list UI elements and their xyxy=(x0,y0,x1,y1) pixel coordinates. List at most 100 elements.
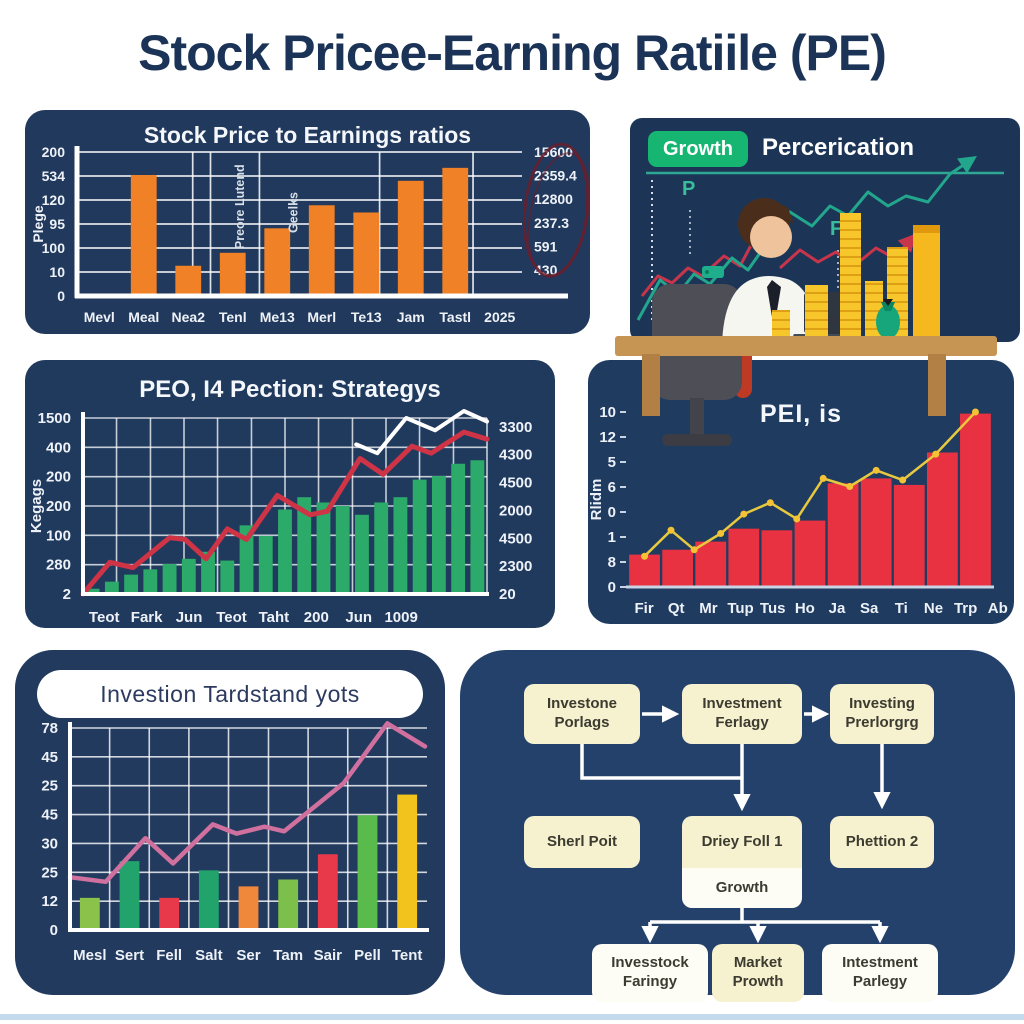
elbow-r1c1-down xyxy=(580,744,742,780)
svg-text:95: 95 xyxy=(49,216,65,232)
panel-investion: 78 45 25 45 30 25 12 0 Mesl Sert Fell Salt Ser Tam Sai… xyxy=(15,650,445,995)
svg-text:Preore Lutend: Preore Lutend xyxy=(233,164,247,249)
teal-trend-line xyxy=(636,156,977,321)
svg-text:2000: 2000 xyxy=(499,502,532,519)
price-tag-hole xyxy=(705,270,709,274)
svg-text:100: 100 xyxy=(42,240,66,256)
svg-text:78: 78 xyxy=(41,720,58,737)
chart-title-stock-price: Stock Price to Earnings ratios xyxy=(143,122,472,148)
svg-text:4300: 4300 xyxy=(499,447,532,464)
panel-growth-monitor: Growth Percerication P F xyxy=(630,118,1020,342)
svg-text:0: 0 xyxy=(57,288,65,304)
svg-text:12: 12 xyxy=(41,893,58,910)
svg-text:6: 6 xyxy=(608,479,616,496)
svg-text:Ne: Ne xyxy=(924,600,943,617)
svg-text:200: 200 xyxy=(46,498,71,515)
flowchart-node-phettion-2: Phettion 2 xyxy=(830,816,934,868)
pei-chart: 10 12 5 6 0 1 8 0 Fir Qt Mr Tup Tus Ho Ja Sa Ti Ne Trp Ab Rl… xyxy=(588,404,1008,617)
svg-text:0: 0 xyxy=(50,922,58,939)
svg-text:Meal: Meal xyxy=(128,309,159,325)
svg-text:Nea2: Nea2 xyxy=(172,309,206,325)
growth-branch-line xyxy=(650,908,880,924)
svg-text:Taht: Taht xyxy=(259,609,290,626)
svg-text:5: 5 xyxy=(608,454,616,471)
svg-text:1500: 1500 xyxy=(38,410,71,427)
svg-text:Sair: Sair xyxy=(314,947,343,964)
svg-text:Plege: Plege xyxy=(30,205,46,243)
monitor-title: Percerication xyxy=(762,134,915,161)
chart-title-pei: PEI, is xyxy=(759,400,843,428)
svg-text:Tastl: Tastl xyxy=(439,309,471,325)
svg-text:8: 8 xyxy=(608,554,616,571)
red-trend-line-right xyxy=(778,233,917,270)
flowchart-node-intestment-parlegy: Intestment Parlegy xyxy=(822,944,938,1002)
flowchart-node-market-prowth: Market Prowth xyxy=(712,944,804,1002)
page-title: Stock Pricee-Earning Ratiile (PE) xyxy=(138,25,887,81)
svg-text:Sa: Sa xyxy=(860,600,879,617)
flowchart-node-investone-porlags: Investone Porlags xyxy=(524,684,640,744)
svg-text:1: 1 xyxy=(608,529,616,546)
svg-text:Jun: Jun xyxy=(176,609,203,626)
svg-text:4500: 4500 xyxy=(499,530,532,547)
svg-text:2: 2 xyxy=(63,586,71,603)
svg-text:0: 0 xyxy=(608,504,616,521)
chart-title-peo: PEO, I4 Pection: Strategys xyxy=(139,376,441,403)
svg-text:45: 45 xyxy=(41,749,58,766)
svg-text:Fell: Fell xyxy=(156,947,182,964)
svg-text:Qt: Qt xyxy=(668,600,685,617)
flowchart-node-sherl-poit: Sherl Poit xyxy=(524,816,640,868)
svg-text:Jun: Jun xyxy=(345,609,372,626)
flowchart-node-investing-prerlorgrg: Investing Prerlorgrg xyxy=(830,684,934,744)
svg-text:Ab: Ab xyxy=(988,600,1008,617)
svg-text:3300: 3300 xyxy=(499,419,532,436)
svg-text:Jam: Jam xyxy=(397,309,425,325)
panel-peo-strategys: 1500 400 200 200 100 280 2 3300 4300 4500 2000 4500… xyxy=(25,360,555,628)
svg-text:Sert: Sert xyxy=(115,947,144,964)
panel-pei: 10 12 5 6 0 1 8 0 Fir Qt Mr Tup Tus Ho Ja Sa Ti Ne Trp Ab Rl… xyxy=(588,360,1014,624)
svg-text:20: 20 xyxy=(499,586,516,603)
svg-text:Fark: Fark xyxy=(131,609,163,626)
svg-text:Geelks: Geelks xyxy=(286,192,300,233)
svg-text:Me13: Me13 xyxy=(260,309,295,325)
svg-text:Tus: Tus xyxy=(760,600,786,617)
growth-badge: Growth xyxy=(648,131,748,167)
monitor-label-f: F xyxy=(830,218,843,240)
svg-text:30: 30 xyxy=(41,835,58,852)
svg-text:100: 100 xyxy=(46,527,71,544)
svg-text:Trp: Trp xyxy=(954,600,977,617)
svg-text:Tent: Tent xyxy=(392,947,423,964)
svg-text:2300: 2300 xyxy=(499,558,532,575)
svg-text:12: 12 xyxy=(599,429,616,446)
svg-text:Tup: Tup xyxy=(727,600,753,617)
monitor-label-p: P xyxy=(682,178,696,200)
svg-text:2025: 2025 xyxy=(484,309,515,325)
peo-strategys-chart: 1500 400 200 200 100 280 2 3300 4300 4500 2000 4500… xyxy=(28,409,532,626)
svg-text:10: 10 xyxy=(599,404,616,421)
svg-text:200: 200 xyxy=(46,469,71,486)
svg-text:200: 200 xyxy=(42,144,66,160)
svg-text:Tenl: Tenl xyxy=(219,309,247,325)
investion-chart: 78 45 25 45 30 25 12 0 Mesl Sert Fell Salt Ser Tam Sai… xyxy=(41,720,429,964)
svg-text:Fir: Fir xyxy=(634,600,653,617)
svg-text:0: 0 xyxy=(608,579,616,596)
flowchart-node-invesstock-faringy: Invesstock Faringy xyxy=(592,944,708,1002)
svg-text:Teot: Teot xyxy=(89,609,120,626)
svg-text:591: 591 xyxy=(534,238,558,254)
panel-stock-price-earnings: 200 534 120 95 100 10 0 15600 2359.4 12800 237.3 59… xyxy=(25,110,590,334)
svg-text:Ti: Ti xyxy=(895,600,908,617)
svg-text:Kegags: Kegags xyxy=(28,479,45,533)
svg-text:25: 25 xyxy=(41,778,58,795)
svg-text:200: 200 xyxy=(304,609,329,626)
svg-text:400: 400 xyxy=(46,439,71,456)
flowchart-node-investment-ferlagy: Investment Ferlagy xyxy=(682,684,802,744)
svg-text:Ho: Ho xyxy=(795,600,815,617)
svg-text:Teot: Teot xyxy=(216,609,247,626)
svg-text:534: 534 xyxy=(42,168,66,184)
svg-text:25: 25 xyxy=(41,864,58,881)
chart-title-investion: Investion Tardstand yots xyxy=(100,680,360,707)
svg-text:Mesl: Mesl xyxy=(73,947,106,964)
svg-text:280: 280 xyxy=(46,557,71,574)
svg-text:120: 120 xyxy=(42,192,66,208)
svg-text:12800: 12800 xyxy=(534,191,573,207)
svg-text:Tam: Tam xyxy=(273,947,303,964)
